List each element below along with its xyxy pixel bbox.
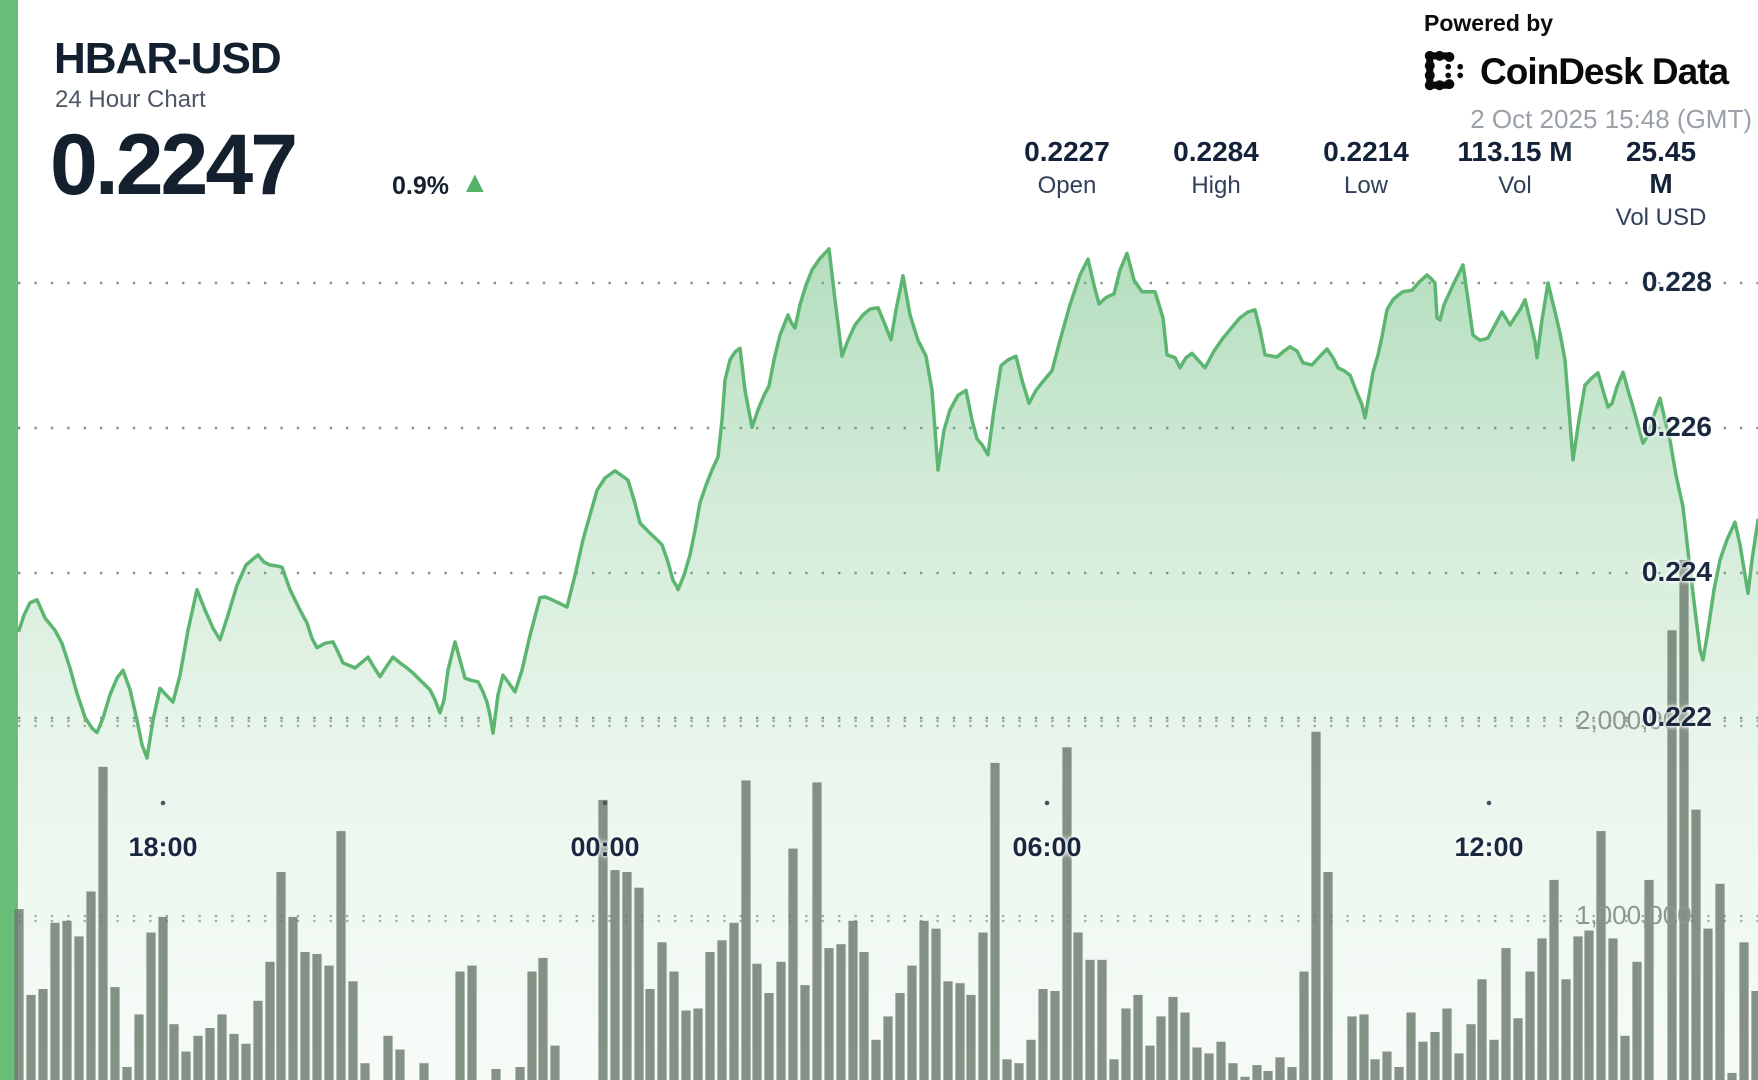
price-axis-label: 0.222 xyxy=(1641,701,1712,732)
stat-volume: 113.15 M Vol xyxy=(1457,136,1572,200)
stat-high-value: 0.2284 xyxy=(1173,136,1259,167)
up-triangle-icon: ▲ xyxy=(460,166,490,199)
powered-by-label: Powered by xyxy=(1424,10,1554,36)
stat-low: 0.2214 Low xyxy=(1323,136,1409,200)
time-axis-label: 06:00 xyxy=(1012,832,1082,862)
time-axis-label: 18:00 xyxy=(128,832,198,862)
price-axis-label: 0.226 xyxy=(1641,411,1712,442)
brand-row: CoinDesk Data xyxy=(1420,45,1729,100)
change-percent: 0.9% xyxy=(392,172,449,200)
stat-volume-usd-label: Vol USD xyxy=(1615,204,1707,231)
stat-volume-label: Vol xyxy=(1498,172,1532,199)
stat-high: 0.2284 High xyxy=(1173,136,1259,200)
stat-open-label: Open xyxy=(1037,172,1097,199)
page-title: HBAR-USD xyxy=(54,34,282,83)
last-price: 0.2247 xyxy=(50,117,298,213)
left-accent-bar xyxy=(0,0,18,1080)
stat-high-label: High xyxy=(1191,172,1241,199)
chart-timestamp: 2 Oct 2025 15:48 (GMT) xyxy=(1470,104,1752,134)
coindesk-logo-icon xyxy=(1420,45,1470,100)
time-axis-label: 00:00 xyxy=(570,832,640,862)
stat-volume-value: 113.15 M xyxy=(1457,136,1573,167)
stat-volume-usd-value: 25.45 M xyxy=(1625,136,1697,199)
stat-open-value: 0.2227 xyxy=(1024,136,1110,167)
stat-low-value: 0.2214 xyxy=(1323,136,1409,167)
price-axis-label: 0.228 xyxy=(1641,266,1712,297)
stat-low-label: Low xyxy=(1343,172,1389,199)
chart-subtitle: 24 Hour Chart xyxy=(55,86,206,113)
brand-name: CoinDesk Data xyxy=(1480,51,1729,92)
stat-volume-usd: 25.45 M Vol USD xyxy=(1613,136,1710,232)
time-axis-label: 12:00 xyxy=(1454,832,1524,862)
price-axis-label: 0.224 xyxy=(1641,556,1712,587)
stat-open: 0.2227 Open xyxy=(1024,136,1110,200)
volume-axis-label: 1,000,000 xyxy=(1576,900,1692,930)
volume-axis-label: 2,000,000 xyxy=(1576,705,1692,735)
